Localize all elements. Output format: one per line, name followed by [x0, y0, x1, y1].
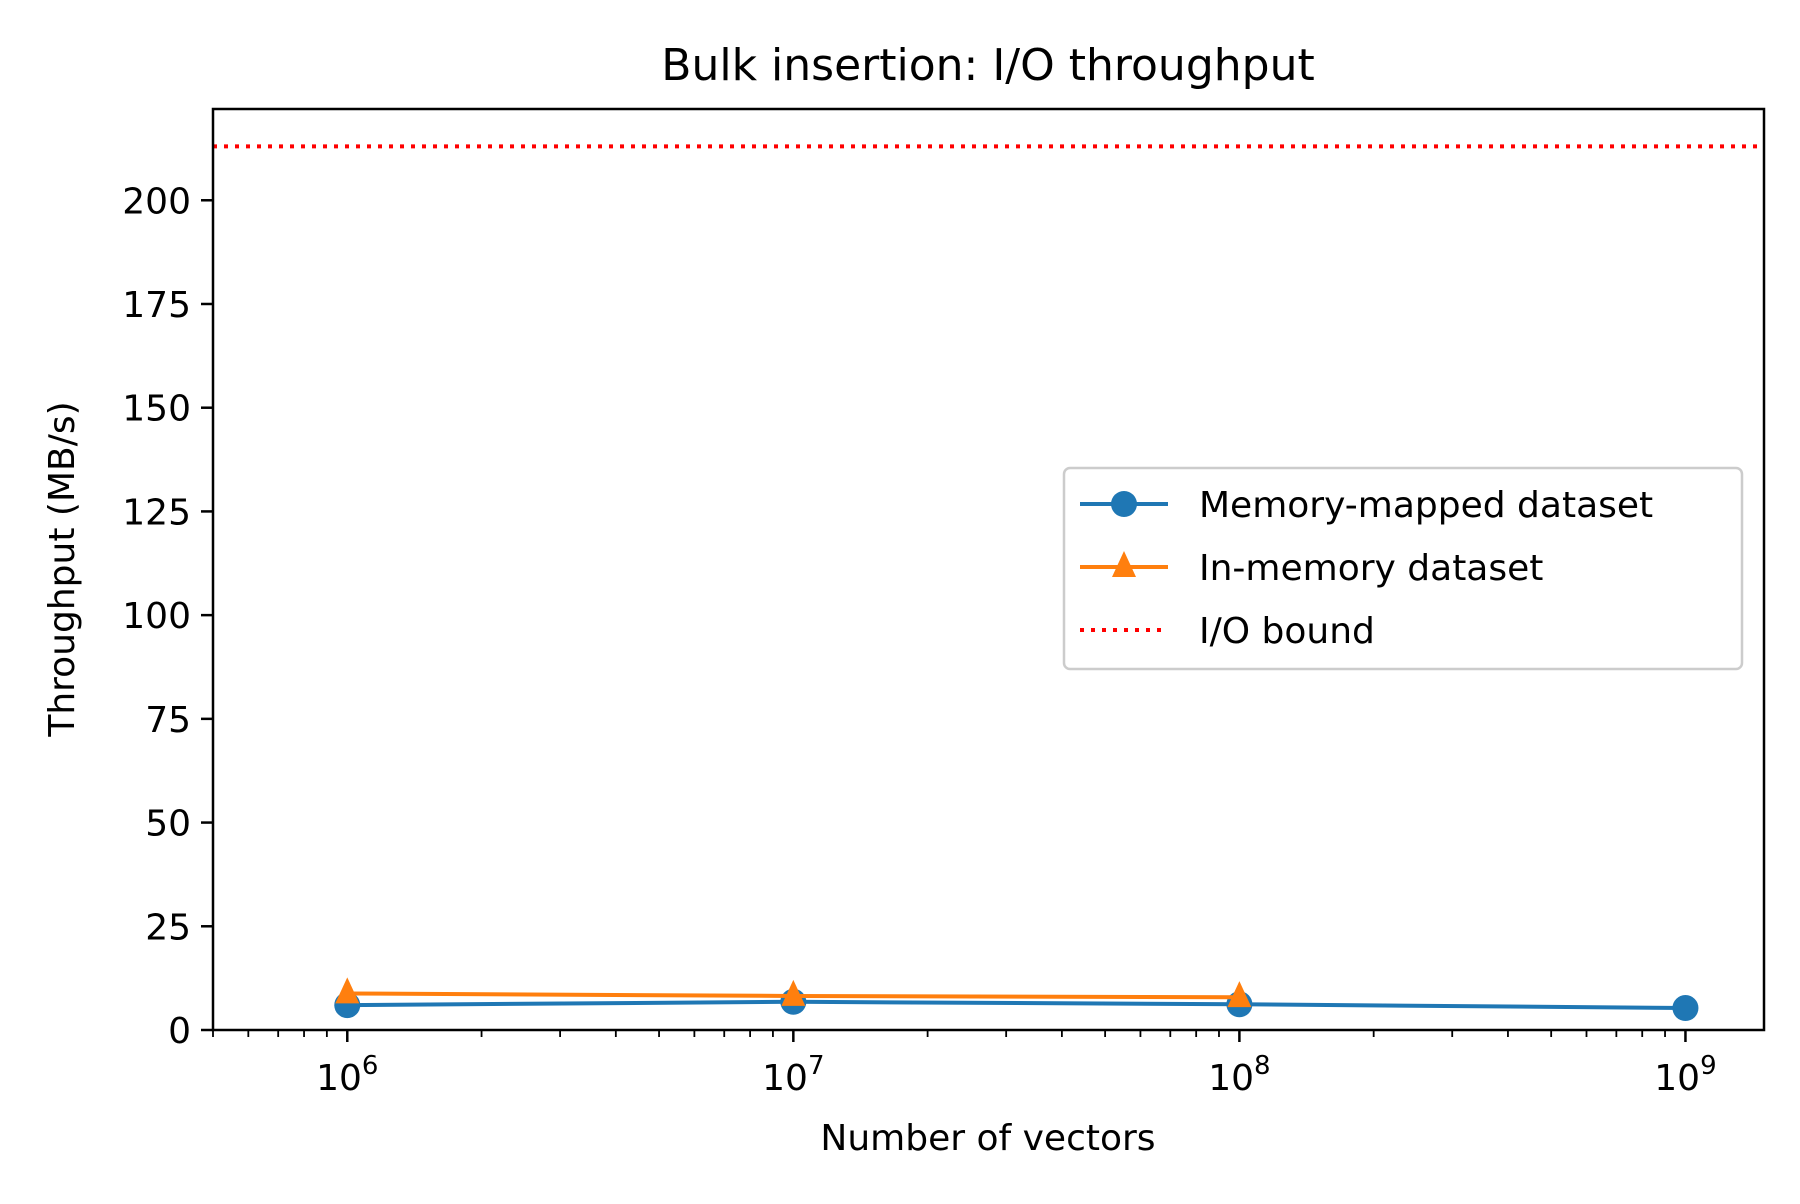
x-tick-label: 106: [316, 1051, 378, 1099]
legend-label: I/O bound: [1199, 611, 1375, 652]
data-point-circle: [1672, 995, 1699, 1022]
legend-marker-circle: [1111, 491, 1137, 517]
y-tick-label: 175: [122, 285, 191, 326]
plot-frame: [211, 107, 1766, 1032]
data-point-triangle: [335, 977, 360, 1004]
y-axis-label: Throughput (MB/s): [42, 401, 83, 737]
legend-marker-triangle: [1112, 551, 1136, 577]
legend-label: Memory-mapped dataset: [1199, 485, 1653, 526]
data-point-triangle: [1227, 981, 1252, 1008]
y-tick-label: 25: [145, 907, 191, 948]
x-tick-label: 109: [1654, 1051, 1716, 1099]
y-tick-label: 125: [122, 492, 191, 533]
x-axis-label: Number of vectors: [820, 1118, 1155, 1159]
x-tick-label: 107: [762, 1051, 824, 1099]
y-tick-label: 0: [168, 1011, 191, 1052]
data-point-triangle: [781, 979, 806, 1006]
y-tick-label: 75: [145, 700, 191, 741]
plot-area: 0 25 50 75 100 125 150 175 200 106 107 108 109: [122, 107, 1766, 1099]
x-tick-label: 108: [1208, 1051, 1270, 1099]
y-tick-label: 100: [122, 596, 191, 637]
y-tick-label: 50: [145, 804, 191, 845]
legend: Memory-mapped dataset In-memory dataset I/…: [1062, 466, 1744, 671]
y-tick-label: 150: [122, 389, 191, 430]
series-line-1: [347, 999, 1686, 1011]
legend-label: In-memory dataset: [1199, 548, 1543, 589]
y-tick-label: 200: [122, 181, 191, 222]
legend-box: [1062, 466, 1744, 671]
chart-title: Bulk insertion: I/O throughput: [661, 40, 1314, 91]
